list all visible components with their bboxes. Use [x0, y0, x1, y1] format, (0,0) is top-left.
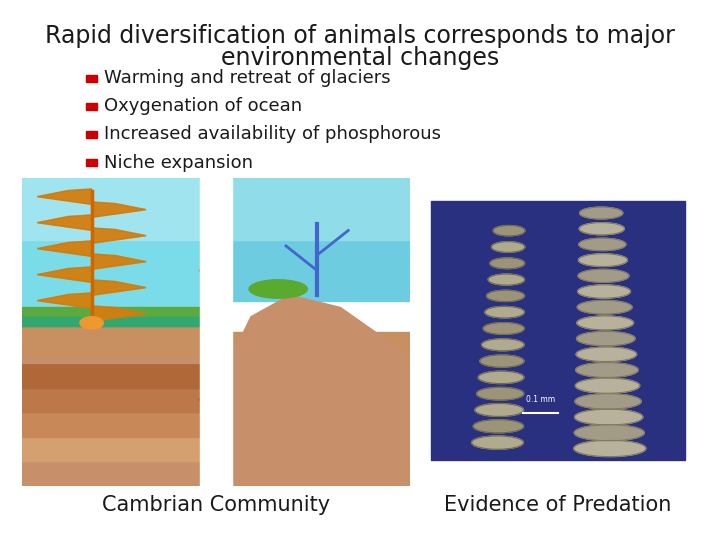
Bar: [232, 332, 410, 486]
Polygon shape: [37, 267, 91, 282]
Polygon shape: [37, 215, 91, 231]
Polygon shape: [37, 215, 91, 231]
Ellipse shape: [574, 441, 646, 456]
Ellipse shape: [575, 409, 643, 425]
Ellipse shape: [490, 258, 525, 269]
Polygon shape: [37, 293, 91, 308]
Bar: [22, 388, 200, 412]
Bar: [22, 307, 200, 326]
Polygon shape: [37, 293, 91, 308]
Ellipse shape: [577, 316, 634, 330]
Polygon shape: [91, 254, 146, 269]
Polygon shape: [91, 254, 146, 269]
Ellipse shape: [579, 238, 626, 251]
Bar: [22, 363, 200, 388]
Text: Rapid diversification of animals corresponds to major: Rapid diversification of animals corresp…: [45, 24, 675, 48]
Polygon shape: [91, 228, 146, 244]
Bar: [232, 424, 410, 455]
Text: Increased availability of phosphorous: Increased availability of phosphorous: [104, 125, 441, 144]
Ellipse shape: [473, 420, 523, 433]
Ellipse shape: [488, 274, 525, 285]
Ellipse shape: [475, 403, 523, 416]
Text: Niche expansion: Niche expansion: [104, 153, 253, 172]
Ellipse shape: [485, 307, 524, 318]
Ellipse shape: [478, 371, 524, 383]
Ellipse shape: [577, 285, 631, 298]
Text: Evidence of Predation: Evidence of Predation: [444, 495, 672, 515]
Ellipse shape: [578, 254, 627, 266]
Bar: [232, 178, 410, 240]
Polygon shape: [37, 267, 91, 282]
Ellipse shape: [576, 363, 638, 377]
Bar: [22, 316, 200, 326]
Ellipse shape: [575, 425, 644, 441]
Polygon shape: [91, 280, 146, 295]
Ellipse shape: [580, 207, 623, 219]
Text: environmental changes: environmental changes: [221, 46, 499, 70]
Bar: [232, 388, 410, 424]
Bar: [22, 178, 200, 314]
Ellipse shape: [577, 300, 632, 314]
Ellipse shape: [482, 339, 524, 350]
Bar: [22, 461, 200, 486]
Ellipse shape: [480, 355, 524, 367]
Ellipse shape: [575, 394, 642, 409]
Bar: [86, 159, 96, 166]
Polygon shape: [37, 189, 91, 204]
Ellipse shape: [493, 226, 525, 236]
Ellipse shape: [80, 316, 103, 329]
Bar: [200, 178, 232, 486]
Text: Oxygenation of ocean: Oxygenation of ocean: [104, 97, 302, 116]
Bar: [22, 178, 200, 240]
Ellipse shape: [492, 242, 525, 252]
Bar: [86, 75, 96, 82]
Ellipse shape: [477, 387, 523, 400]
Bar: [86, 103, 96, 110]
Polygon shape: [91, 202, 146, 218]
Polygon shape: [91, 306, 146, 321]
Polygon shape: [232, 295, 410, 486]
Ellipse shape: [578, 269, 629, 282]
Polygon shape: [37, 241, 91, 256]
Bar: [86, 131, 96, 138]
Polygon shape: [91, 306, 146, 321]
Bar: [232, 455, 410, 486]
Text: Cambrian Community: Cambrian Community: [102, 495, 330, 515]
Polygon shape: [37, 189, 91, 204]
Ellipse shape: [249, 280, 307, 298]
Bar: [22, 326, 200, 357]
Ellipse shape: [575, 378, 639, 393]
Bar: [232, 357, 410, 388]
Bar: [22, 345, 200, 363]
Ellipse shape: [472, 436, 523, 449]
Bar: [431, 201, 685, 460]
Ellipse shape: [487, 291, 524, 301]
Polygon shape: [91, 228, 146, 244]
Polygon shape: [91, 202, 146, 218]
Text: Warming and retreat of glaciers: Warming and retreat of glaciers: [104, 69, 391, 87]
Bar: [22, 437, 200, 461]
Bar: [22, 412, 200, 437]
Ellipse shape: [483, 323, 524, 334]
Text: 0.1 mm: 0.1 mm: [526, 395, 555, 404]
Ellipse shape: [576, 347, 636, 361]
Ellipse shape: [577, 332, 635, 346]
Bar: [232, 178, 410, 301]
Polygon shape: [37, 241, 91, 256]
Polygon shape: [91, 280, 146, 295]
Ellipse shape: [579, 222, 624, 235]
